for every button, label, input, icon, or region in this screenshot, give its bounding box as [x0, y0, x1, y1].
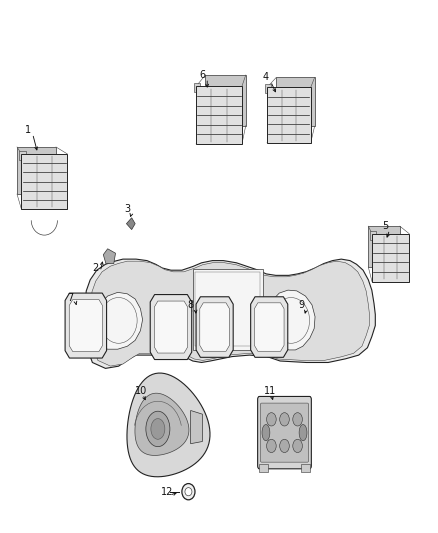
Polygon shape	[191, 410, 202, 443]
Polygon shape	[69, 300, 102, 352]
Text: 11: 11	[264, 385, 276, 395]
Polygon shape	[251, 297, 288, 357]
Polygon shape	[150, 295, 192, 360]
Ellipse shape	[280, 413, 289, 426]
Polygon shape	[91, 261, 370, 366]
Polygon shape	[368, 226, 400, 267]
Polygon shape	[127, 373, 210, 477]
Polygon shape	[21, 154, 67, 209]
Bar	[301, 464, 310, 472]
Ellipse shape	[267, 413, 276, 426]
Ellipse shape	[185, 488, 192, 496]
Text: 7: 7	[67, 293, 74, 303]
Ellipse shape	[182, 483, 195, 500]
Text: 1: 1	[25, 125, 31, 135]
Ellipse shape	[293, 413, 302, 426]
Text: 8: 8	[187, 300, 194, 310]
Polygon shape	[267, 290, 315, 350]
Polygon shape	[276, 77, 314, 126]
Polygon shape	[205, 75, 246, 126]
Polygon shape	[103, 249, 116, 263]
Polygon shape	[154, 301, 187, 353]
Text: 6: 6	[199, 69, 205, 79]
FancyBboxPatch shape	[258, 397, 311, 469]
Polygon shape	[267, 87, 311, 143]
Text: 3: 3	[124, 204, 130, 214]
Ellipse shape	[146, 411, 170, 447]
Polygon shape	[200, 303, 230, 351]
Polygon shape	[254, 303, 284, 351]
Bar	[194, 83, 201, 92]
Text: 12: 12	[161, 487, 174, 497]
Bar	[259, 464, 268, 472]
Bar	[370, 231, 376, 239]
Polygon shape	[65, 293, 106, 358]
Text: 9: 9	[298, 300, 304, 310]
Polygon shape	[372, 233, 409, 281]
Ellipse shape	[267, 439, 276, 453]
Polygon shape	[196, 297, 233, 357]
Ellipse shape	[299, 424, 307, 441]
Ellipse shape	[293, 439, 302, 453]
Polygon shape	[127, 218, 135, 230]
Polygon shape	[196, 86, 242, 144]
Text: 10: 10	[135, 385, 147, 395]
Polygon shape	[95, 292, 143, 349]
Ellipse shape	[280, 439, 289, 453]
Bar	[19, 151, 26, 160]
Ellipse shape	[151, 418, 165, 439]
Polygon shape	[85, 259, 375, 368]
Text: 4: 4	[263, 72, 269, 83]
Polygon shape	[193, 269, 263, 350]
Bar	[195, 272, 261, 346]
Polygon shape	[135, 393, 189, 455]
Ellipse shape	[262, 424, 270, 441]
Polygon shape	[17, 147, 56, 194]
Text: 2: 2	[92, 263, 99, 273]
Bar	[265, 85, 272, 93]
Text: 5: 5	[382, 221, 388, 231]
FancyBboxPatch shape	[260, 403, 309, 462]
